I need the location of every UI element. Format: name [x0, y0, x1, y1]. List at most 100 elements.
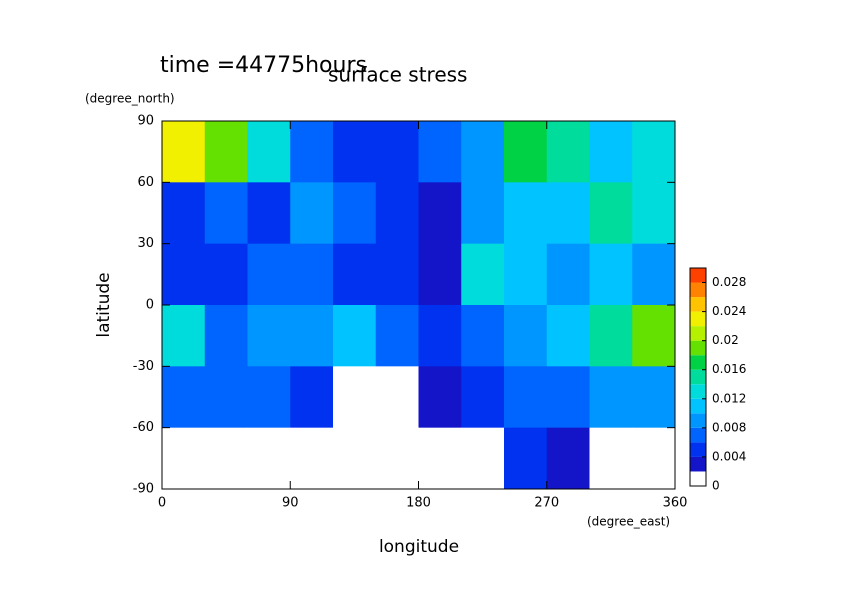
cell	[632, 305, 676, 367]
x-tick-label: 360	[663, 496, 688, 511]
cell	[418, 121, 462, 183]
y-tick-label: 30	[137, 236, 154, 251]
colorbar-swatch	[690, 297, 706, 312]
cell	[632, 243, 676, 306]
colorbar-swatch	[690, 471, 706, 486]
colorbar-swatch	[690, 326, 706, 341]
cell	[461, 427, 505, 490]
cell	[589, 305, 633, 367]
cell	[589, 366, 633, 429]
x-tick-label: 90	[282, 496, 299, 511]
cell	[204, 121, 248, 183]
cell	[333, 182, 377, 245]
cell	[418, 427, 462, 490]
y-tick-label: 60	[137, 175, 154, 190]
cell	[589, 427, 633, 490]
y-tick-label: 90	[137, 114, 154, 129]
colorbar-tick-label: 0.02	[712, 333, 739, 347]
cell	[290, 305, 334, 367]
cell	[589, 243, 633, 306]
cell	[333, 366, 377, 429]
cell	[333, 427, 377, 490]
cell	[546, 366, 590, 429]
cell	[204, 182, 248, 245]
cell	[290, 427, 334, 490]
cell	[333, 243, 377, 306]
colorbar-swatch	[690, 282, 706, 298]
cell	[418, 243, 462, 306]
cell	[290, 121, 334, 183]
chart-title: time =44775hours	[160, 53, 367, 78]
y-tick-label: -30	[133, 359, 154, 374]
cell	[247, 243, 291, 306]
cell	[375, 243, 419, 306]
cell	[162, 366, 206, 429]
cell	[204, 366, 248, 429]
cell	[632, 182, 676, 245]
cell	[504, 305, 548, 367]
y-axis-label: latitude	[94, 272, 114, 337]
colorbar-tick-label: 0.004	[712, 449, 746, 463]
cell	[333, 121, 377, 183]
cell	[375, 121, 419, 183]
cell	[546, 305, 590, 367]
colorbar-frame	[689, 267, 707, 487]
cell	[247, 121, 291, 183]
x-tick-label: 180	[406, 496, 431, 511]
cell	[290, 243, 334, 306]
colorbar-tick-label: 0.008	[712, 420, 746, 434]
cell	[589, 182, 633, 245]
cell	[461, 305, 505, 367]
colorbar-swatch	[690, 427, 706, 443]
cell	[162, 243, 206, 306]
cell	[546, 121, 590, 183]
y-unit: (degree_north)	[85, 92, 175, 106]
colorbar-swatch	[690, 340, 706, 356]
cell	[504, 182, 548, 245]
colorbar-tick-label: 0.012	[712, 391, 746, 405]
colorbar-tick-label: 0.016	[712, 362, 746, 376]
cell	[632, 121, 676, 183]
cell	[247, 182, 291, 245]
cell	[204, 243, 248, 306]
colorbar-swatch	[690, 456, 706, 472]
cell	[461, 121, 505, 183]
colorbar-tick-label: 0.024	[712, 304, 746, 318]
y-tick-label: -90	[133, 482, 154, 497]
cell	[162, 182, 206, 245]
cell	[290, 366, 334, 429]
colorbar-swatch	[690, 311, 706, 327]
cell	[632, 366, 676, 429]
colorbar-swatch	[690, 384, 706, 399]
cell	[375, 182, 419, 245]
cell	[418, 182, 462, 245]
x-unit: (degree_east)	[587, 515, 670, 529]
cell	[162, 305, 206, 367]
cell	[418, 366, 462, 429]
colorbar-swatch	[690, 268, 706, 283]
cell	[204, 427, 248, 490]
cell	[461, 243, 505, 306]
cell	[375, 305, 419, 367]
colorbar-tick-label: 0.028	[712, 275, 746, 289]
x-tick-label: 0	[158, 496, 166, 511]
cell	[247, 305, 291, 367]
cell	[546, 182, 590, 245]
colorbar-swatch	[690, 355, 706, 370]
cell	[247, 427, 291, 490]
cell	[504, 427, 548, 490]
cell	[461, 366, 505, 429]
cell	[418, 305, 462, 367]
colorbar-swatch	[690, 442, 706, 457]
x-tick-label: 270	[534, 496, 559, 511]
cell	[546, 243, 590, 306]
colorbar-swatch	[690, 398, 706, 414]
cell	[461, 182, 505, 245]
cell	[589, 121, 633, 183]
y-tick-label: 0	[146, 298, 154, 313]
cell	[162, 427, 206, 490]
x-axis-label: longitude	[379, 537, 459, 557]
cell	[333, 305, 377, 367]
cell	[162, 121, 206, 183]
